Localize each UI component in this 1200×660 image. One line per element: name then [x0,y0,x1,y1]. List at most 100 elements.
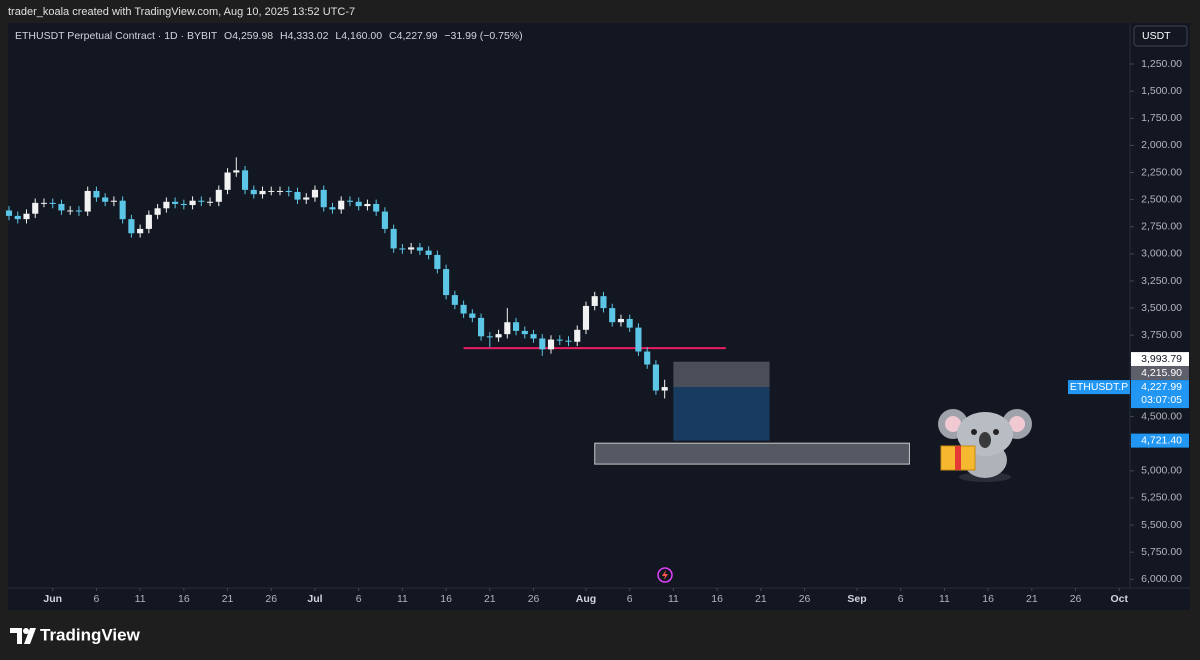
candle-body [14,215,21,220]
x-tick-label: 16 [178,593,190,605]
y-tick-label: 4,500.00 [1141,410,1182,422]
candle-body [652,364,659,391]
candle-body [512,322,520,331]
candle-body [119,200,126,220]
candle-body [145,214,152,229]
event-bolt [662,570,668,580]
candle-body [110,200,117,202]
credit: trader_koala created with TradingView.co… [8,6,355,18]
x-tick-label: 6 [94,593,100,605]
candle-body [189,200,196,206]
y-tick-label: 1,500.00 [1141,85,1182,97]
candle-body [591,296,598,306]
price-label: 4,227.99 [1141,381,1182,393]
currency-box[interactable] [1133,25,1188,47]
candle-body [381,211,388,229]
price-label: 4,215.90 [1141,367,1182,379]
candle-body [644,351,651,365]
x-tick-label: 21 [755,593,767,605]
y-tick-label: 5,000.00 [1141,465,1182,477]
y-tick-label: 5,250.00 [1141,492,1182,504]
candle-body [364,203,371,207]
x-tick-label: Sep [847,593,866,605]
x-tick-label: 26 [799,593,811,605]
x-tick-label: 16 [982,593,994,605]
candle-body [373,203,380,212]
y-tick-label: 5,500.00 [1141,519,1182,531]
candle-body [207,201,214,203]
koala-gift-ribbon [955,446,961,470]
x-tick-label: 26 [1070,593,1082,605]
candle-body [5,210,13,216]
candle-body [23,213,30,220]
x-tick-label: 11 [668,593,679,605]
candle-body [434,254,441,270]
price-label-box [1131,380,1189,409]
candle-body [408,247,415,250]
candle-body [102,197,109,202]
legend-open: O4,259.98 [224,30,273,42]
candle-body [355,201,362,207]
candle-body [40,202,48,204]
candle-body [268,190,275,192]
candle-body [67,210,74,212]
candle-body [443,269,450,296]
candle-body [521,330,528,335]
candle-body [469,313,476,318]
candle-body [338,200,345,210]
symbol-legend: ETHUSDT Perpetual Contract · 1D · BYBIT … [15,30,523,42]
legend-change: −31.99 (−0.75%) [444,30,522,42]
y-tick-label: 3,000.00 [1141,248,1182,260]
x-tick-label: 21 [484,593,496,605]
x-tick-label: 6 [898,593,904,605]
legend-low: L4,160.00 [335,30,382,42]
x-tick-label: 11 [397,593,408,605]
candle-body [49,202,56,204]
candle-body [163,201,170,209]
legend-close: C4,227.99 [389,30,438,42]
candle-body [128,219,135,234]
candle-body [329,207,336,210]
candle-body [294,192,301,200]
candle-body [75,210,82,212]
candle-body [617,318,625,323]
candle-body [635,327,642,352]
candle-body [390,228,397,249]
candle-body [154,208,161,215]
y-tick-label: 1,250.00 [1141,58,1182,70]
x-tick-label: Aug [576,593,596,605]
candle-body [547,339,555,350]
event-icon[interactable] [657,567,673,583]
candle-body [574,329,581,342]
x-tick-label: 11 [135,593,146,605]
candle-body [250,189,257,195]
candle-body [32,202,39,214]
candle-body [399,248,406,250]
price-label: 4,721.40 [1141,434,1182,446]
y-tick-label: 5,750.00 [1141,546,1182,558]
symbol-tag-box [1068,380,1130,395]
candle-body [486,336,493,338]
candle-body [198,200,205,202]
event-circle [657,567,673,583]
logo-v [24,628,36,644]
y-tick-label: 6,000.00 [1141,573,1182,585]
candle-body [478,317,485,337]
axes: 1,250.00 1,500.00 1,750.00 2,000.00 2,250.00… [43,58,1189,605]
candle-body [504,322,511,335]
candle-body [224,172,231,190]
x-tick-label: 11 [939,593,950,605]
candle-body [172,201,179,204]
price-label-box [1131,433,1189,448]
candle-body [276,190,284,192]
x-tick-label: 6 [627,593,633,605]
candle-body [425,250,432,255]
x-tick-label: Oct [1111,593,1129,605]
symbol-tag: ETHUSDT.P [1070,381,1128,393]
candle-body [346,200,354,202]
brand-logo [10,628,36,644]
candle-body [565,340,572,342]
x-tick-label: 16 [711,593,723,605]
